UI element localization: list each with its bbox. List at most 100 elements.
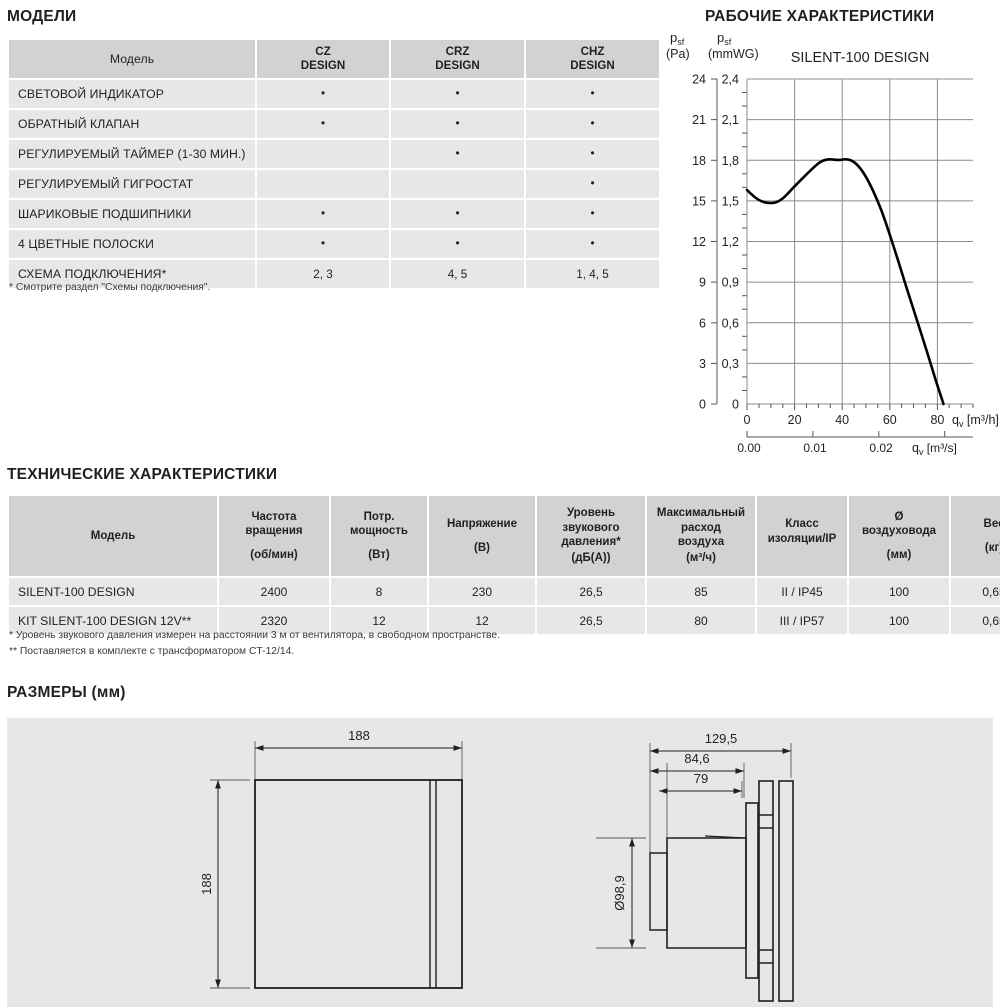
chart-xticklabels-m3h: 0 20 40 60 80 — [744, 413, 945, 427]
models-col-label-chz: CHZ — [580, 44, 605, 58]
technical-footnote-2: ** Поставляется в комплекте с трансформа… — [9, 646, 295, 657]
models-col-sub-crz: DESIGN — [435, 59, 480, 72]
models-col-sub-chz: DESIGN — [570, 59, 615, 72]
side-duct-lip — [649, 852, 668, 931]
tech-col-header-model: Модель — [9, 496, 217, 576]
models-cell-cz: • — [257, 110, 389, 138]
models-section-title: МОДЕЛИ — [7, 8, 77, 25]
tech-col-label-airflow: Максимальный расход воздуха — [656, 507, 746, 548]
models-cell-crz — [391, 170, 524, 198]
tech-col-unit-duct: (мм) — [886, 548, 912, 561]
front-body-outline — [254, 779, 463, 989]
tech-cell-insulation: II / IP45 — [757, 578, 847, 605]
models-cell-crz: 4, 5 — [391, 260, 524, 288]
technical-header-row: Модель Частота вращения (об/мин) Потр. мощ… — [9, 496, 1000, 576]
tech-cell-weight: 0,65 — [951, 578, 1000, 605]
tech-col-label-power: Потр. мощность — [350, 510, 408, 538]
tech-col-unit-airflow: (м³/ч) — [686, 552, 716, 565]
tech-col-label-insulation: Класс изоляции/IP — [767, 518, 837, 545]
table-row: СВЕТОВОЙ ИНДИКАТОР • • • — [9, 80, 659, 108]
svg-text:0: 0 — [744, 413, 751, 427]
svg-text:0,6: 0,6 — [722, 316, 739, 330]
chart-ylabel-mmwg-unit: (mmWG) — [708, 47, 759, 61]
side-total-label: 129,5 — [705, 731, 738, 746]
tech-col-label-weight: Вес — [983, 518, 1000, 531]
technical-table-body: SILENT-100 DESIGN 2400 8 230 26,5 85 II … — [9, 578, 1000, 634]
performance-section-title: РАБОЧИЕ ХАРАКТЕРИСТИКИ — [705, 8, 935, 25]
svg-text:6: 6 — [699, 316, 706, 330]
tech-cell-model: KIT SILENT-100 DESIGN 12V** — [9, 607, 217, 634]
front-width-label: 188 — [348, 728, 370, 743]
svg-text:0.01: 0.01 — [803, 441, 827, 455]
svg-text:1,2: 1,2 — [722, 235, 739, 249]
chart-ylabel-pa-unit: (Pa) — [666, 47, 690, 61]
tech-cell-duct: 100 — [849, 607, 949, 634]
models-cell-cz: • — [257, 80, 389, 108]
table-row: СХЕМА ПОДКЛЮЧЕНИЯ* 2, 3 4, 5 1, 4, 5 — [9, 260, 659, 288]
tech-col-label-voltage: Напряжение — [446, 518, 518, 531]
svg-text:2,4: 2,4 — [722, 73, 739, 87]
table-row: РЕГУЛИРУЕМЫЙ ГИГРОСТАТ • — [9, 170, 659, 198]
models-cell-chz: • — [526, 140, 659, 168]
tech-cell-duct: 100 — [849, 578, 949, 605]
tech-cell-power: 12 — [331, 607, 427, 634]
models-row-label: ШАРИКОВЫЕ ПОДШИПНИКИ — [9, 200, 255, 228]
chart-gridlines-horizontal — [747, 78, 973, 405]
svg-text:12: 12 — [692, 235, 706, 249]
tech-col-header-weight: Вес (кг) — [951, 496, 1000, 576]
tech-cell-voltage: 12 — [429, 607, 535, 634]
tech-col-unit-weight: (кг) — [984, 541, 1000, 554]
table-row: KIT SILENT-100 DESIGN 12V** 2320 12 12 2… — [9, 607, 1000, 634]
models-table: Модель CZ DESIGN CRZ DESIGN CHZ DESIGN С… — [7, 38, 661, 290]
tech-col-header-rpm: Частота вращения (об/мин) — [219, 496, 329, 576]
tech-cell-airflow: 85 — [647, 578, 755, 605]
models-cell-crz: • — [391, 200, 524, 228]
models-table-head: Модель CZ DESIGN CRZ DESIGN CHZ DESIGN — [9, 40, 659, 78]
tech-col-label-model: Модель — [90, 529, 136, 542]
tech-col-header-voltage: Напряжение (В) — [429, 496, 535, 576]
models-cell-cz: • — [257, 200, 389, 228]
dimensions-section-title: РАЗМЕРЫ (мм) — [7, 684, 126, 701]
svg-text:0: 0 — [699, 398, 706, 412]
side-diameter-label: Ø98,9 — [612, 875, 627, 910]
tech-cell-voltage: 230 — [429, 578, 535, 605]
models-col-label-model: Модель — [109, 51, 155, 66]
tech-col-header-airflow: Максимальный расход воздуха (м³/ч) — [647, 496, 755, 576]
side-view: 129,5 84,6 79 Ø98,9 — [596, 731, 794, 1002]
models-col-sub-cz: DESIGN — [300, 59, 346, 72]
tech-col-label-sound: Уровень звукового давления* — [561, 507, 621, 548]
side-plate-connectors — [758, 814, 773, 964]
svg-text:1,5: 1,5 — [722, 194, 739, 208]
svg-text:0,9: 0,9 — [722, 276, 739, 290]
tech-cell-airflow: 80 — [647, 607, 755, 634]
tech-col-unit-voltage: (В) — [474, 541, 490, 554]
svg-text:0: 0 — [732, 398, 739, 412]
svg-text:0,3: 0,3 — [722, 357, 739, 371]
models-cell-crz: • — [391, 80, 524, 108]
models-row-label: СХЕМА ПОДКЛЮЧЕНИЯ* — [9, 260, 255, 288]
models-cell-crz: • — [391, 110, 524, 138]
models-row-label: РЕГУЛИРУЕМЫЙ ТАЙМЕР (1-30 МИН.) — [9, 140, 255, 168]
models-table-body: СВЕТОВОЙ ИНДИКАТОР • • • ОБРАТНЫЙ КЛАПАН… — [9, 80, 659, 288]
svg-text:80: 80 — [930, 413, 944, 427]
svg-text:20: 20 — [788, 413, 802, 427]
models-col-header-crz: CRZ DESIGN — [391, 40, 524, 78]
tech-col-header-power: Потр. мощность (Вт) — [331, 496, 427, 576]
chart-axis-ticks-bottom — [746, 404, 974, 410]
models-col-label-cz: CZ — [315, 44, 331, 58]
models-col-header-chz: CHZ DESIGN — [526, 40, 659, 78]
chart-yticklabels-pa: 24 21 18 15 12 9 6 3 0 — [692, 73, 706, 412]
side-mid-label: 84,6 — [684, 751, 709, 766]
chart-xlabel-m3h: qv [m³/h] — [952, 413, 999, 429]
chart-yticklabels-mmwg: 2,4 2,1 1,8 1,5 1,2 0,9 0,6 0,3 0 — [722, 73, 739, 412]
svg-text:15: 15 — [692, 194, 706, 208]
tech-cell-model: SILENT-100 DESIGN — [9, 578, 217, 605]
tech-cell-sound: 26,5 — [537, 607, 645, 634]
tech-col-header-insulation: Класс изоляции/IP — [757, 496, 847, 576]
models-cell-chz: • — [526, 80, 659, 108]
models-row-label: СВЕТОВОЙ ИНДИКАТОР — [9, 80, 255, 108]
performance-chart: 24 21 18 15 12 9 6 3 0 2,4 2,1 1,8 1,5 1… — [660, 0, 1000, 455]
models-cell-crz: • — [391, 140, 524, 168]
